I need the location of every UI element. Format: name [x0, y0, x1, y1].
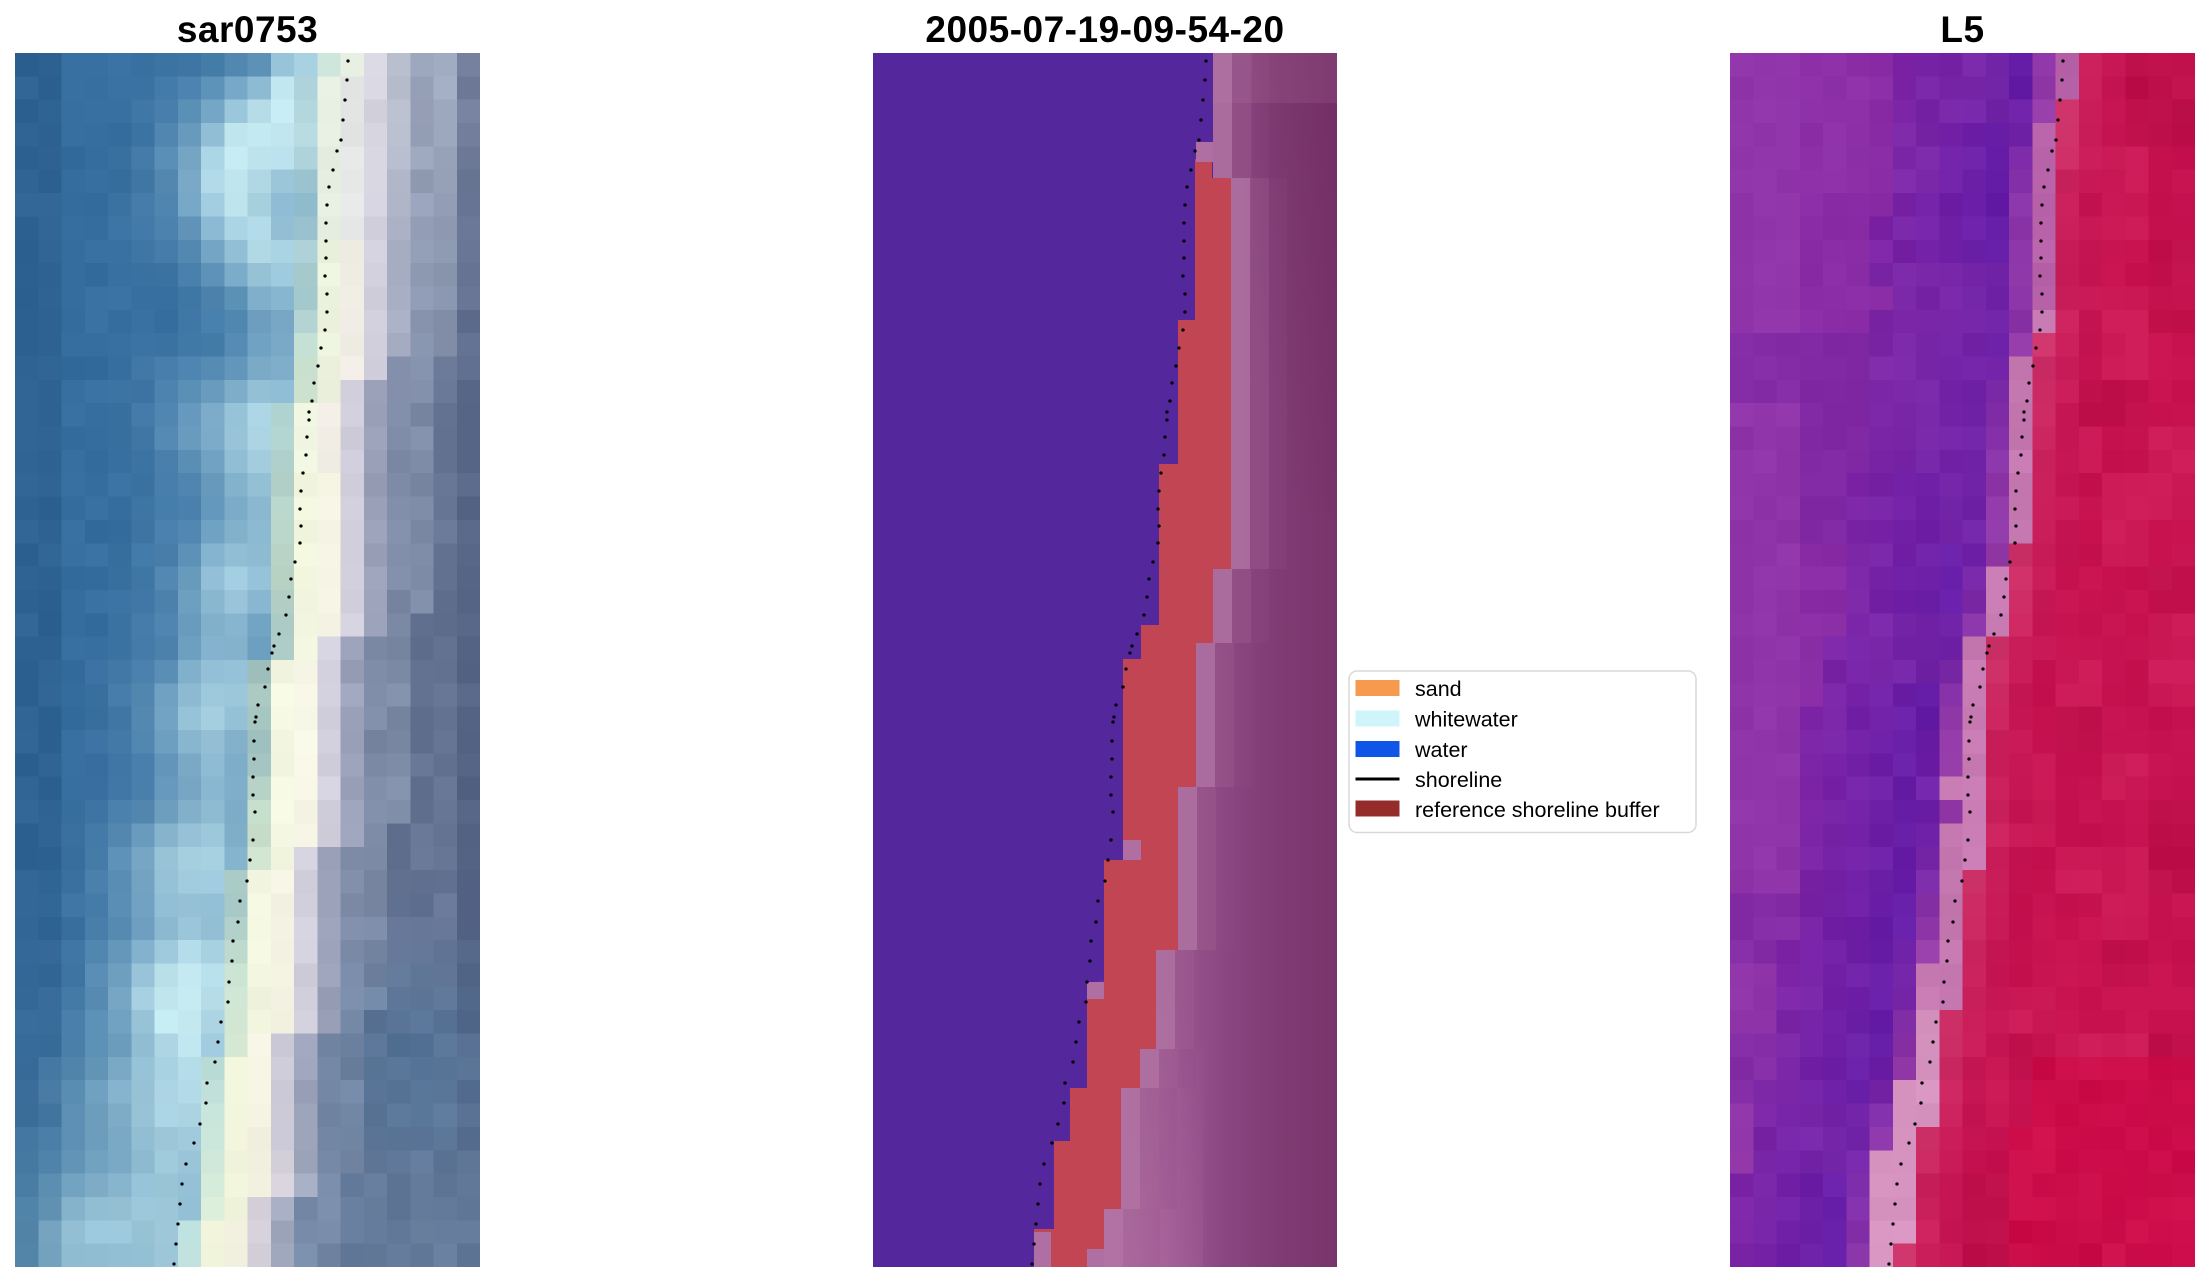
svg-text:L5: L5: [1940, 9, 1984, 50]
svg-text:sar0753: sar0753: [177, 9, 318, 50]
svg-text:shoreline: shoreline: [1415, 768, 1502, 792]
svg-text:sand: sand: [1415, 677, 1462, 701]
svg-text:water: water: [1414, 738, 1468, 762]
svg-text:reference shoreline buffer: reference shoreline buffer: [1415, 798, 1660, 822]
svg-text:whitewater: whitewater: [1414, 708, 1518, 732]
svg-text:2005-07-19-09-54-20: 2005-07-19-09-54-20: [925, 9, 1284, 50]
